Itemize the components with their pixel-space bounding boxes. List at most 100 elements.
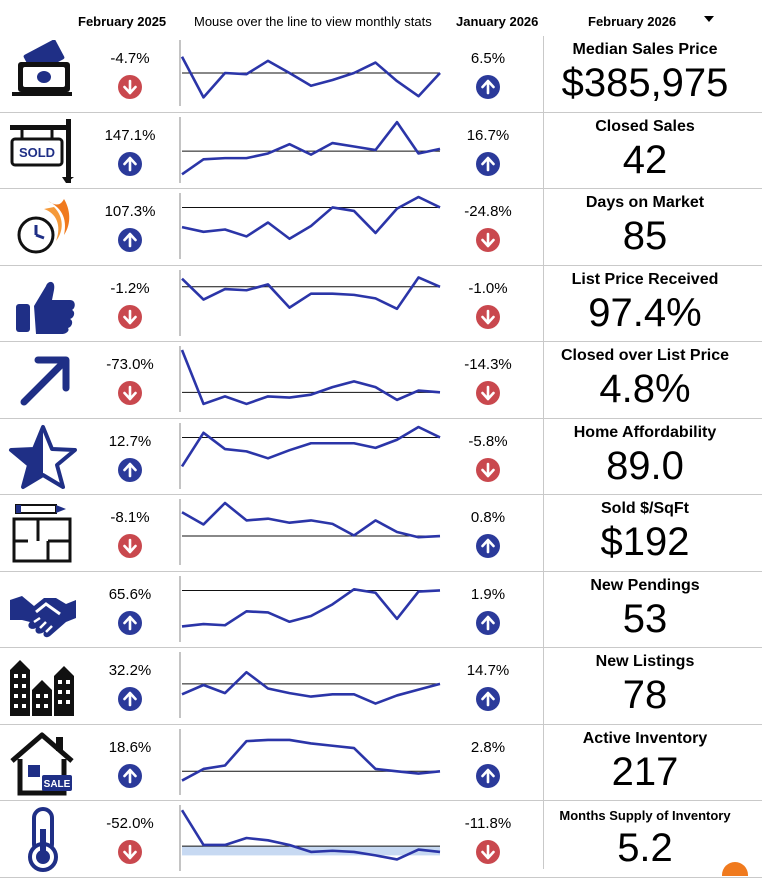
arrow-up-icon (476, 75, 500, 99)
sparkline-closed-sales[interactable] (178, 116, 444, 183)
yoy-change: 18.6% (108, 738, 152, 756)
yoy-change: 147.1% (104, 126, 156, 144)
svg-text:SOLD: SOLD (19, 145, 55, 160)
yoy-change: 65.6% (108, 585, 152, 603)
arrow-up-icon (476, 763, 500, 788)
sparkline-list-price-received[interactable] (178, 269, 444, 336)
sparkline-closed-over-list-price[interactable] (178, 346, 444, 412)
row-divider (0, 876, 762, 878)
sparkline-months-supply-of-inventory[interactable] (178, 805, 444, 871)
arrow-down-icon (476, 457, 500, 482)
arrow-up-icon (476, 151, 500, 176)
mom-change: 6.5% (470, 50, 506, 67)
yoy-change: -4.7% (110, 50, 150, 67)
row-divider (0, 570, 762, 572)
prev-month-column-label: January 2026 (456, 14, 539, 29)
mom-change: -11.8% (464, 815, 512, 832)
metric-row-home-affordability: 12.7% -5.8% Home Affordability 89.0 (0, 419, 762, 495)
mom-change: -24.8% (464, 203, 512, 220)
yoy-change: -52.0% (106, 815, 154, 832)
metric-value: 4.8% (599, 367, 691, 411)
metric-name: Closed over List Price (560, 347, 730, 364)
month-select[interactable]: February 2026 (588, 14, 677, 29)
yoy-change: -8.1% (110, 509, 150, 526)
thermometer-icon (8, 805, 78, 873)
sparkline-series-line (180, 809, 441, 861)
sparkline-series-line (180, 56, 441, 99)
metric-name: Sold $/SqFt (601, 500, 689, 517)
metric-name: Active Inventory (582, 729, 708, 747)
metric-value: 42 (622, 137, 668, 182)
metric-name: Days on Market (585, 194, 705, 211)
arrow-up-icon (118, 457, 142, 482)
arrow-down-icon (118, 381, 142, 405)
metric-name: List Price Received (571, 270, 719, 288)
arrow-up-icon (118, 228, 142, 252)
sparkline-series-line (180, 349, 441, 406)
yoy-change: 107.3% (104, 203, 156, 220)
mom-change: -14.3% (464, 356, 512, 373)
yoy-change: 32.2% (108, 662, 152, 679)
arrow-up-icon (118, 763, 142, 788)
row-divider (0, 647, 762, 648)
column-header: February 2025 Mouse over the line to vie… (0, 0, 762, 36)
sparkline-home-affordability[interactable] (178, 422, 444, 489)
sparkline-median-sales-price[interactable] (178, 40, 444, 106)
metric-value: 78 (622, 673, 668, 717)
metric-value: 53 (622, 596, 668, 641)
arrow-down-icon (476, 840, 500, 864)
arrow-down-icon (476, 304, 500, 329)
sparkline-series-line (181, 738, 441, 782)
chevron-down-icon[interactable] (704, 16, 714, 22)
sparkline-series-line (181, 120, 441, 175)
arrow-up-icon (476, 687, 500, 711)
chart-hint-text: Mouse over the line to view monthly stat… (194, 14, 432, 29)
row-divider (0, 264, 762, 266)
arrow-up-icon (118, 610, 142, 635)
yoy-change: 12.7% (108, 432, 152, 450)
sparkline-series-line (181, 587, 441, 628)
metric-name: New Listings (595, 653, 695, 670)
arrow-down-icon (118, 75, 142, 99)
metric-value: $192 (600, 520, 690, 564)
fast-clock-icon (8, 193, 78, 261)
sparkline-active-inventory[interactable] (178, 728, 444, 795)
arrow-down-icon (118, 840, 142, 864)
mom-change: 16.7% (466, 126, 510, 144)
floor-plan-icon (8, 499, 78, 567)
sparkline-series-line (180, 425, 441, 467)
row-divider (0, 723, 762, 725)
metric-row-active-inventory: SALE 18.6% 2.8% Active Inventory 217 (0, 725, 762, 801)
metric-value: 85 (622, 214, 668, 258)
sold-sign-icon: SOLD (8, 117, 78, 185)
sparkline-new-pendings[interactable] (178, 575, 444, 642)
metric-name: Median Sales Price (572, 41, 718, 58)
row-divider (0, 341, 762, 342)
sparkline-new-listings[interactable] (178, 652, 444, 718)
row-divider (0, 800, 762, 801)
mom-change: 1.9% (470, 585, 506, 603)
metric-name: Closed Sales (595, 117, 695, 135)
metric-name: New Pendings (590, 576, 700, 594)
metric-value: 5.2 (617, 826, 673, 870)
arrow-down-icon (476, 228, 500, 252)
mom-change: 2.8% (470, 738, 506, 756)
column-divider (543, 36, 544, 869)
metric-row-new-pendings: 65.6% 1.9% New Pendings 53 (0, 572, 762, 648)
arrow-down-icon (118, 534, 142, 558)
svg-text:SALE: SALE (44, 779, 71, 790)
thumbs-up-icon (8, 270, 78, 338)
prev-year-column-label: February 2025 (78, 14, 167, 29)
mom-change: 0.8% (470, 509, 506, 526)
metric-row-days-on-market: 107.3% -24.8% Days on Market 85 (0, 189, 762, 266)
metric-value: 89.0 (606, 443, 684, 488)
buildings-icon (8, 652, 78, 720)
arrow-up-icon (118, 687, 142, 711)
sparkline-sold-sqft[interactable] (178, 499, 444, 565)
row-divider (0, 417, 762, 419)
arrow-down-icon (476, 381, 500, 405)
yoy-change: -1.2% (110, 279, 150, 297)
sparkline-days-on-market[interactable] (178, 193, 444, 259)
row-divider (0, 188, 762, 189)
arrow-down-icon (118, 304, 142, 329)
